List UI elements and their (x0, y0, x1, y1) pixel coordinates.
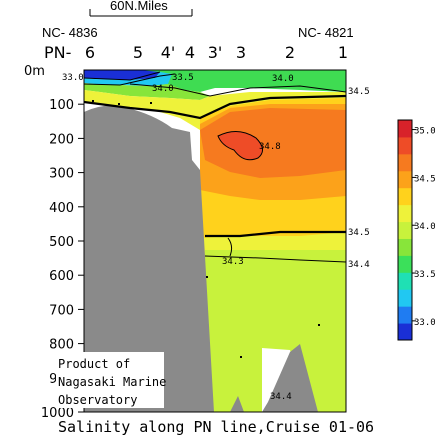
contour-33-5 (83, 73, 176, 86)
contour-34-0-surface (129, 83, 347, 97)
left-station-id: NC- 4836 (42, 25, 98, 40)
colorbar-segment (398, 153, 412, 172)
colorbar-segment (398, 136, 412, 155)
red-core (218, 131, 263, 160)
colorbar: 35.0 34.5 34.0 33.5 33.0 (397, 119, 435, 341)
deep-lime-layer (205, 250, 346, 412)
station-prefix: PN- (44, 43, 71, 62)
contour-34-5-lower (205, 230, 346, 238)
y-tick-label: 100 (49, 98, 74, 113)
contour-label-33-5: 33.5 (172, 73, 194, 83)
colorbar-frame (397, 119, 413, 341)
y-tick-label: 800 (49, 338, 74, 353)
colorbar-segment (398, 323, 412, 341)
surface-cyan-band (84, 72, 172, 86)
contour-label-34-5-mid: 34.5 (348, 228, 370, 238)
contour-label-34-8: 34.8 (259, 142, 281, 152)
contour-34-8 (217, 131, 263, 161)
colorbar-segment (398, 187, 412, 206)
station-label: 4 (185, 43, 195, 62)
y-tick-label-0: 0m (24, 64, 45, 79)
seafloor-trench (230, 396, 244, 412)
y-tick-label: 500 (49, 235, 74, 250)
contour-label-34-5-top: 34.5 (348, 87, 370, 97)
seafloor-right (262, 344, 318, 412)
station-label: 4' (161, 43, 176, 62)
contour-lines (83, 71, 347, 263)
credit-box: Product of Nagasaki Marine Observatory (56, 352, 166, 408)
sample-point (318, 324, 320, 326)
y-tick-label: 600 (49, 269, 74, 284)
sample-point (118, 103, 120, 105)
colorbar-segment (398, 289, 412, 307)
scale-bar: 60N.Miles (89, 0, 193, 17)
station-label: 6 (85, 43, 95, 62)
contour-label-34-3: 34.3 (222, 257, 244, 267)
sample-point (92, 100, 94, 102)
credit-background (56, 352, 164, 408)
contour-label-34-4-deep: 34.4 (270, 392, 292, 402)
right-station-id: NC- 4821 (298, 25, 354, 40)
colorbar-tick-label: 35.0 (414, 127, 435, 137)
station-label: 2 (285, 43, 295, 62)
y-tick-label: 400 (49, 201, 74, 216)
colorbar-segment (398, 120, 412, 138)
contour-label-34-0-right: 34.0 (272, 74, 294, 84)
contour-label-34-0-left: 34.0 (152, 84, 174, 94)
seafloor-left (84, 105, 214, 412)
contour-34-5-upper (83, 94, 347, 120)
station-labels: 6 5 4' 4 3' 3 2 1 (85, 43, 348, 62)
sample-point (240, 356, 242, 358)
station-label: 3 (236, 43, 246, 62)
contour-33-0 (83, 71, 161, 81)
colorbar-tick-label: 33.5 (414, 270, 435, 280)
station-label: 5 (133, 43, 143, 62)
colorbar-tick-label: 34.5 (414, 174, 435, 184)
colorbar-segment (398, 238, 412, 256)
colorbar-tick-label: 33.0 (414, 318, 435, 328)
sample-points (92, 100, 320, 358)
contour-label-34-4-right: 34.4 (348, 260, 370, 270)
colorbar-segment (398, 306, 412, 324)
y-tick-label: 200 (49, 132, 74, 147)
sample-point (150, 102, 152, 104)
colorbar-segment (398, 272, 412, 290)
colorbar-segment (398, 170, 412, 189)
contour-label-33-0: 33.0 (62, 73, 84, 83)
colorbar-tick-label: 34.0 (414, 222, 435, 232)
y-tick-label: 700 (49, 303, 74, 318)
credit-line-3: Observatory (58, 393, 137, 407)
colorbar-segment (398, 204, 412, 223)
station-label: 3' (208, 43, 223, 62)
contour-34-4 (204, 255, 347, 263)
contour-34-3 (227, 237, 233, 257)
plot-area: 33.0 33.5 34.0 34.0 34.5 34.8 34.5 34.3 … (62, 69, 370, 413)
station-label: 1 (338, 43, 348, 62)
surface-light-green (84, 83, 210, 100)
contour-labels: 33.0 33.5 34.0 34.0 34.5 34.8 34.5 34.3 … (62, 73, 370, 402)
y-tick-label: 300 (49, 167, 74, 182)
credit-line-1: Product of (58, 357, 130, 371)
scale-bar-label: 60N.Miles (110, 0, 168, 13)
colorbar-segment (398, 255, 412, 273)
chart-title: Salinity along PN line,Cruise 01-06 (58, 418, 374, 436)
colorbar-segment (398, 221, 412, 239)
sample-point (206, 276, 208, 278)
deep-orange-core (200, 108, 346, 178)
credit-line-2: Nagasaki Marine (58, 375, 166, 389)
y-tick-label: 1000 (41, 406, 74, 421)
